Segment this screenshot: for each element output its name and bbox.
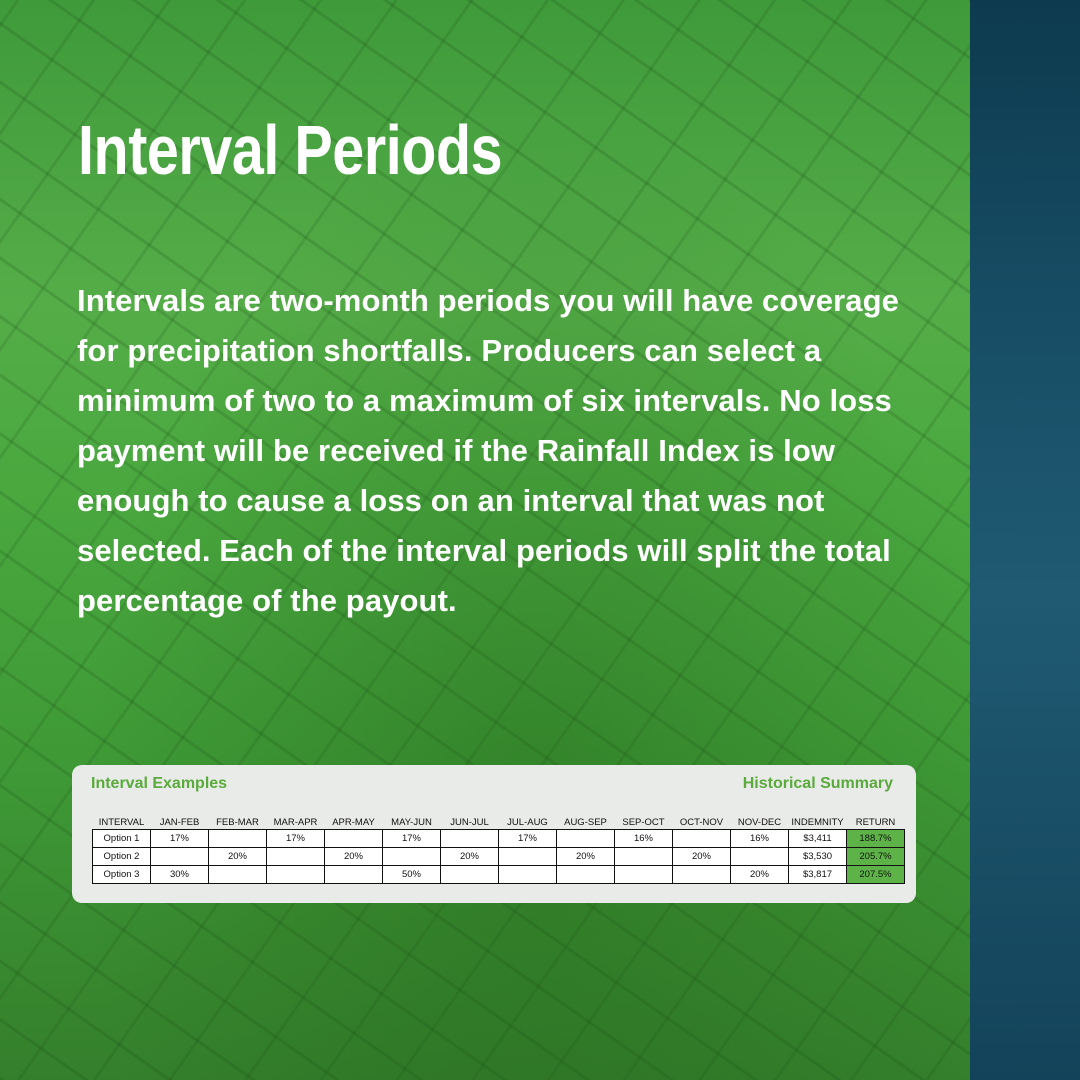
table-cell xyxy=(498,865,557,884)
table-cell: 17% xyxy=(382,829,441,848)
table-cell: 17% xyxy=(266,829,325,848)
column-header: INDEMNITY xyxy=(791,816,844,828)
table-cell xyxy=(266,847,325,866)
column-header: NOV-DEC xyxy=(737,816,782,828)
right-heading: Historical Summary xyxy=(742,775,893,792)
table-cell xyxy=(614,865,673,884)
column-header: SEP-OCT xyxy=(622,816,665,828)
table-cell: 30% xyxy=(150,865,209,884)
table-cell xyxy=(672,829,731,848)
return-cell: 188.7% xyxy=(846,829,905,848)
body-text: Intervals are two-month periods you will… xyxy=(77,283,899,618)
column-header: MAY-JUN xyxy=(391,816,432,828)
column-header: FEB-MAR xyxy=(216,816,259,828)
interval-table: INTERVAL JAN-FEB FEB-MAR MAR-APR APR-MAY MAY-… xyxy=(92,815,905,884)
table-cell xyxy=(730,847,789,866)
table-cell xyxy=(440,865,499,884)
column-header: JUL-AUG xyxy=(507,816,548,828)
table-cell xyxy=(556,829,615,848)
table-cell: $3,411 xyxy=(788,829,847,848)
column-header: APR-MAY xyxy=(332,816,375,828)
table-cell xyxy=(150,847,209,866)
column-header: RETURN xyxy=(855,816,896,828)
table-cell xyxy=(208,829,267,848)
column-header: JUN-JUL xyxy=(450,816,489,828)
title: Interval Periods xyxy=(78,111,503,189)
table-cell: 17% xyxy=(498,829,557,848)
return-cell: 207.5% xyxy=(846,865,905,884)
table-cell: Option 3 xyxy=(92,865,151,884)
column-header: MAR-APR xyxy=(273,816,318,828)
header-row: INTERVAL JAN-FEB FEB-MAR MAR-APR APR-MAY MAY-… xyxy=(93,815,905,830)
table-cell xyxy=(672,865,731,884)
table-card: Interval Examples Historical Summary INT… xyxy=(72,765,916,903)
table-cell: 20% xyxy=(730,865,789,884)
table-cell xyxy=(440,829,499,848)
table-row: Option 3 30% 50% 20% $3,817 207.5% xyxy=(92,865,905,884)
column-header: AUG-SEP xyxy=(564,816,607,828)
return-cell: 205.7% xyxy=(846,847,905,866)
table-cell: 20% xyxy=(324,847,383,866)
table-cell xyxy=(498,847,557,866)
table-cell: 16% xyxy=(730,829,789,848)
table-cell xyxy=(208,865,267,884)
table-cell: 16% xyxy=(614,829,673,848)
table-cell xyxy=(382,847,441,866)
table-row: Option 2 20% 20% 20% 20% 20% $3,530 205.7% xyxy=(92,847,905,866)
column-header: INTERVAL xyxy=(98,816,145,828)
table-cell: 20% xyxy=(440,847,499,866)
table-cell: 17% xyxy=(150,829,209,848)
table-cell: 20% xyxy=(556,847,615,866)
table-cell: 50% xyxy=(382,865,441,884)
table-cell: 20% xyxy=(208,847,267,866)
left-heading: Interval Examples xyxy=(91,775,228,792)
side-strip xyxy=(970,0,1080,1080)
table-cell xyxy=(324,829,383,848)
table-cell xyxy=(614,847,673,866)
table-cell: 20% xyxy=(672,847,731,866)
table-cell: $3,817 xyxy=(788,865,847,884)
table-cell: $3,530 xyxy=(788,847,847,866)
table-cell: Option 2 xyxy=(92,847,151,866)
table-cell xyxy=(556,865,615,884)
table-row: Option 1 17% 17% 17% 17% 16% 16% $3,411 188.7% xyxy=(92,829,905,848)
column-header: OCT-NOV xyxy=(679,816,724,828)
column-header: JAN-FEB xyxy=(159,816,200,828)
table-cell xyxy=(266,865,325,884)
table-cell: Option 1 xyxy=(92,829,151,848)
table-cell xyxy=(324,865,383,884)
